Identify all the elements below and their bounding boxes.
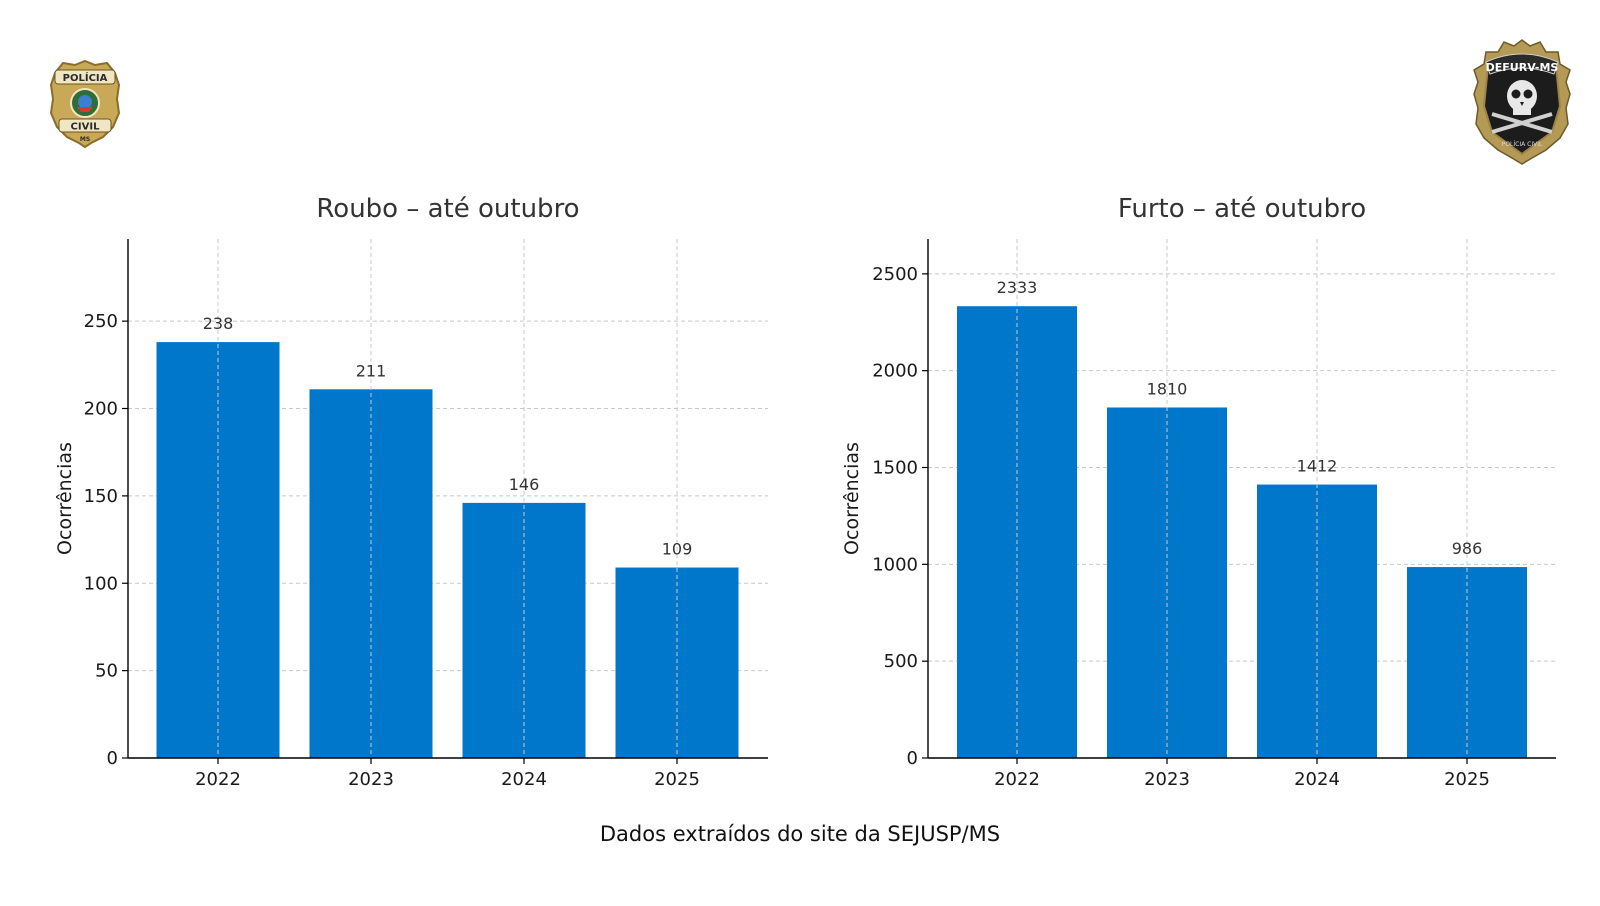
roubo-chart: Roubo – até outubro 0 50 100 150 200 250 2022 23… xyxy=(54,194,768,790)
badge-text-top: POLÍCIA xyxy=(63,71,108,84)
x-tick-label: 2022 xyxy=(994,769,1040,790)
data-label: 109 xyxy=(662,540,693,559)
y-tick-label: 0 xyxy=(907,748,918,769)
y-tick-label: 100 xyxy=(84,573,118,594)
badge-text-top: DEFURV-MS xyxy=(1486,61,1559,74)
x-tick-label: 2023 xyxy=(348,769,394,790)
y-tick-label: 1000 xyxy=(872,554,918,575)
x-tick-label: 2025 xyxy=(654,769,700,790)
y-tick-label: 2500 xyxy=(872,264,918,285)
data-label: 211 xyxy=(356,361,387,380)
x-tick-label: 2024 xyxy=(1294,769,1340,790)
y-axis-label: Ocorrências xyxy=(841,442,863,555)
data-label: 986 xyxy=(1452,539,1483,558)
badge-text-middle: CIVIL xyxy=(71,122,101,133)
y-tick-label: 250 xyxy=(84,311,118,332)
data-label: 1810 xyxy=(1147,379,1188,398)
badge-text-bottom: MS xyxy=(80,136,90,143)
chart-title: Roubo – até outubro xyxy=(316,194,579,224)
badge-text-bottom: POLÍCIA CIVIL xyxy=(1502,141,1543,148)
x-tick-label: 2023 xyxy=(1144,769,1190,790)
y-tick-label: 1500 xyxy=(872,458,918,479)
policia-civil-badge-icon: POLÍCIA CIVIL MS xyxy=(49,59,121,149)
y-tick-label: 500 xyxy=(884,651,918,672)
data-label: 146 xyxy=(509,475,540,494)
chart-title: Furto – até outubro xyxy=(1118,194,1366,224)
x-tick-label: 2024 xyxy=(501,769,547,790)
defurv-skull-badge-icon: DEFURV-MS POLÍCIA CIVIL xyxy=(1473,39,1571,165)
y-tick-label: 200 xyxy=(84,399,118,420)
furto-chart: Furto – até outubro 0 500 1000 1500 2000 2500 2… xyxy=(841,194,1556,790)
x-tick-label: 2025 xyxy=(1444,769,1490,790)
data-label: 238 xyxy=(203,314,234,333)
data-label: 2333 xyxy=(997,278,1038,297)
source-footnote: Dados extraídos do site da SEJUSP/MS xyxy=(600,822,1000,846)
data-label: 1412 xyxy=(1297,457,1338,476)
y-axis-label: Ocorrências xyxy=(54,442,76,555)
y-tick-label: 0 xyxy=(107,748,118,769)
y-tick-label: 50 xyxy=(95,661,118,682)
x-tick-label: 2022 xyxy=(195,769,241,790)
y-tick-label: 150 xyxy=(84,486,118,507)
y-tick-label: 2000 xyxy=(872,361,918,382)
bar-2024 xyxy=(1257,484,1377,758)
